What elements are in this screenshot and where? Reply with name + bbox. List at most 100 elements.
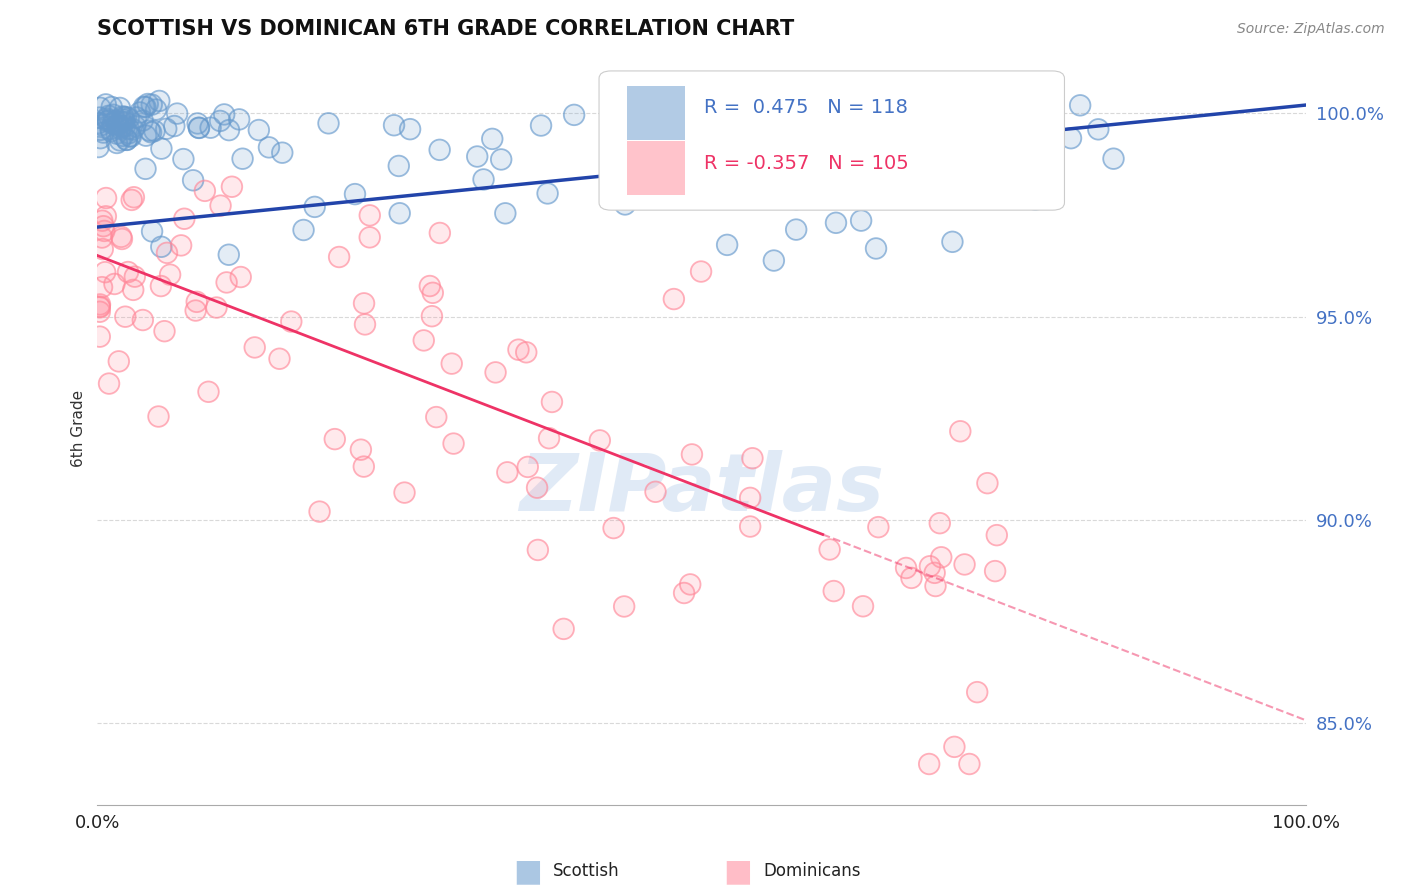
Point [553,622,575,636]
Point [90,123,112,137]
Point [100,100,122,114]
Point [132,313,155,327]
Point [1036,90,1059,104]
Point [149,279,172,293]
Point [243,340,266,354]
Point [187,116,209,130]
Point [221,179,243,194]
Point [785,222,807,236]
Point [243,340,266,354]
Point [114,120,136,134]
Point [200,120,222,135]
Point [209,114,232,128]
Point [107,354,129,368]
Point [494,206,516,220]
Point [87,116,110,130]
Point [94,265,117,279]
Point [188,120,211,135]
Point [124,269,146,284]
Point [943,739,966,754]
Point [868,520,890,534]
Point [94,191,117,205]
Point [135,128,157,143]
Point [232,152,254,166]
Point [159,268,181,282]
Point [516,459,538,474]
Point [662,292,685,306]
Point [228,112,250,127]
Point [200,120,222,135]
Point [112,110,135,124]
Point [111,232,134,246]
Point [111,109,134,123]
Point [89,101,111,115]
Point [218,248,240,262]
Point [117,265,139,279]
Point [110,230,132,244]
Point [170,238,193,252]
Point [111,120,134,134]
Point [508,343,530,357]
Point [93,219,115,234]
Point [150,142,173,156]
Point [292,223,315,237]
Point [388,159,411,173]
Point [530,119,553,133]
Point [526,481,548,495]
Point [118,122,141,136]
Point [443,436,465,450]
Text: Dominicans: Dominicans [763,863,860,880]
Point [465,149,488,163]
Point [212,107,235,121]
Point [769,170,792,185]
Point [526,481,548,495]
Point [94,97,117,112]
Point [785,192,807,206]
Point [429,143,451,157]
Point [707,90,730,104]
Point [614,197,637,211]
Point [849,213,872,227]
Point [143,124,166,138]
Point [472,172,495,186]
Point [91,213,114,227]
Point [212,107,235,121]
Point [716,238,738,252]
Point [740,491,762,505]
Point [143,124,166,138]
Point [124,120,146,134]
Point [924,566,946,580]
Point [257,140,280,154]
Point [156,245,179,260]
Point [103,108,125,122]
Point [614,197,637,211]
Point [644,484,666,499]
Point [399,122,422,136]
Point [89,297,111,311]
Point [353,459,375,474]
Point [96,114,118,128]
Point [354,318,377,332]
Point [93,126,115,140]
Point [353,296,375,310]
Y-axis label: 6th Grade: 6th Grade [72,390,86,467]
Point [943,739,966,754]
Point [103,277,125,291]
Point [229,270,252,285]
Point [613,599,636,614]
Point [105,136,128,150]
Point [118,122,141,136]
Point [148,409,170,424]
Point [271,145,294,160]
Point [359,208,381,222]
Point [900,571,922,585]
Point [91,242,114,256]
Point [924,579,946,593]
Point [868,520,890,534]
Point [785,222,807,236]
Point [918,757,941,772]
Point [1087,122,1109,136]
FancyBboxPatch shape [627,86,685,140]
Point [138,123,160,137]
Point [894,561,917,575]
